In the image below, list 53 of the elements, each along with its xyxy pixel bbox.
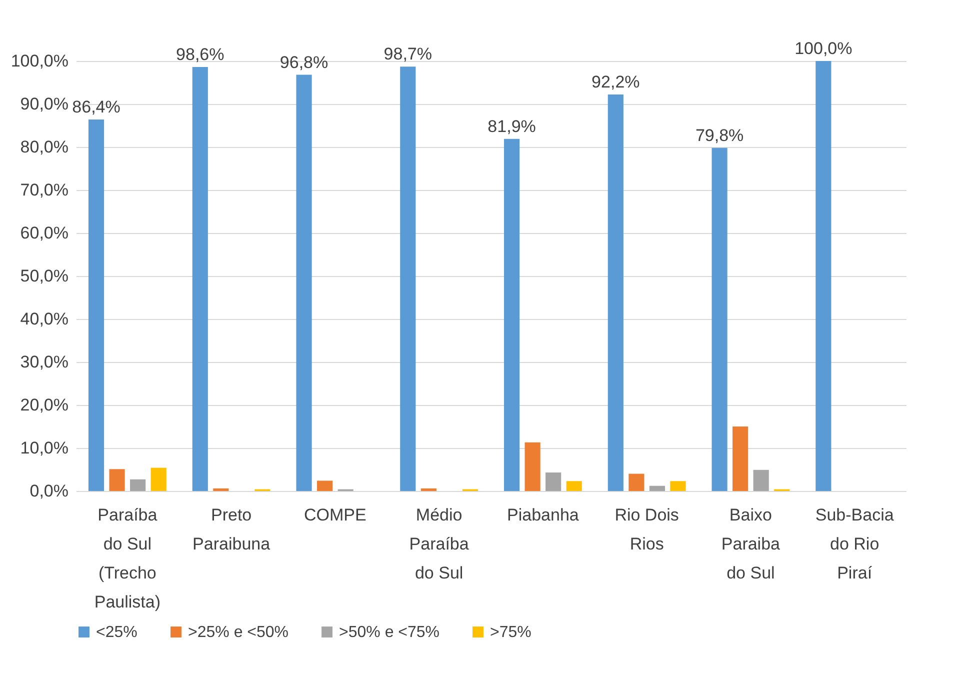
y-tick-label: 50,0% bbox=[20, 266, 68, 286]
x-tick-label: Rio Dois Rios bbox=[614, 506, 679, 554]
bar bbox=[88, 119, 104, 491]
bar bbox=[670, 481, 686, 491]
data-label: 100,0% bbox=[794, 39, 852, 58]
x-tick-label: Médio Paraíba do Sul bbox=[409, 506, 470, 582]
bar bbox=[504, 138, 520, 491]
legend-label: >75% bbox=[490, 624, 532, 641]
data-label: 92,2% bbox=[592, 72, 640, 92]
y-tick-label: 20,0% bbox=[20, 396, 68, 414]
x-tick-label: Baixo Paraiba do Sul bbox=[721, 506, 781, 582]
y-tick-label: 90,0% bbox=[20, 94, 68, 114]
x-tick-label: Sub-Bacia do Rio Piraí bbox=[815, 506, 894, 582]
bar bbox=[296, 74, 312, 491]
y-tick-label: 10,0% bbox=[20, 438, 68, 458]
y-tick-label: 0,0% bbox=[30, 482, 68, 500]
bar bbox=[420, 488, 436, 491]
y-tick-label: 40,0% bbox=[20, 310, 68, 328]
y-tick-label: 80,0% bbox=[20, 138, 68, 156]
x-tick-label: Paraíba do Sul (Trecho Paulista) bbox=[94, 506, 160, 612]
bar bbox=[546, 472, 562, 491]
bar bbox=[109, 469, 125, 491]
y-tick-label: 30,0% bbox=[20, 352, 68, 372]
bar bbox=[213, 488, 229, 491]
bar bbox=[712, 148, 728, 491]
bar bbox=[192, 67, 208, 491]
y-tick-label: 100,0% bbox=[10, 52, 68, 70]
bar bbox=[150, 468, 166, 491]
data-label: 98,7% bbox=[384, 44, 432, 64]
data-label: 79,8% bbox=[695, 126, 744, 145]
bar bbox=[400, 66, 416, 491]
bar bbox=[524, 442, 540, 491]
y-tick-label: 70,0% bbox=[20, 180, 68, 200]
bar bbox=[816, 61, 832, 491]
data-label: 86,4% bbox=[72, 97, 120, 116]
x-tick-label: Preto Paraibuna bbox=[192, 506, 271, 554]
legend-label: >50% e <75% bbox=[339, 624, 440, 641]
bar bbox=[649, 486, 665, 491]
bar bbox=[732, 426, 748, 491]
bar bbox=[753, 470, 769, 491]
bar bbox=[566, 481, 582, 491]
y-tick-label: 60,0% bbox=[20, 224, 68, 242]
data-label: 81,9% bbox=[488, 116, 536, 136]
bar bbox=[317, 480, 333, 491]
data-label: 96,8% bbox=[280, 52, 328, 72]
bar bbox=[608, 94, 624, 491]
bar bbox=[130, 479, 146, 491]
legend-label: >25% e <50% bbox=[188, 624, 289, 641]
legend-label: <25% bbox=[96, 624, 138, 641]
x-tick-label: Piabanha bbox=[507, 506, 580, 524]
x-tick-label: COMPE bbox=[304, 506, 366, 524]
bar bbox=[628, 474, 644, 491]
data-label: 98,6% bbox=[176, 45, 224, 64]
